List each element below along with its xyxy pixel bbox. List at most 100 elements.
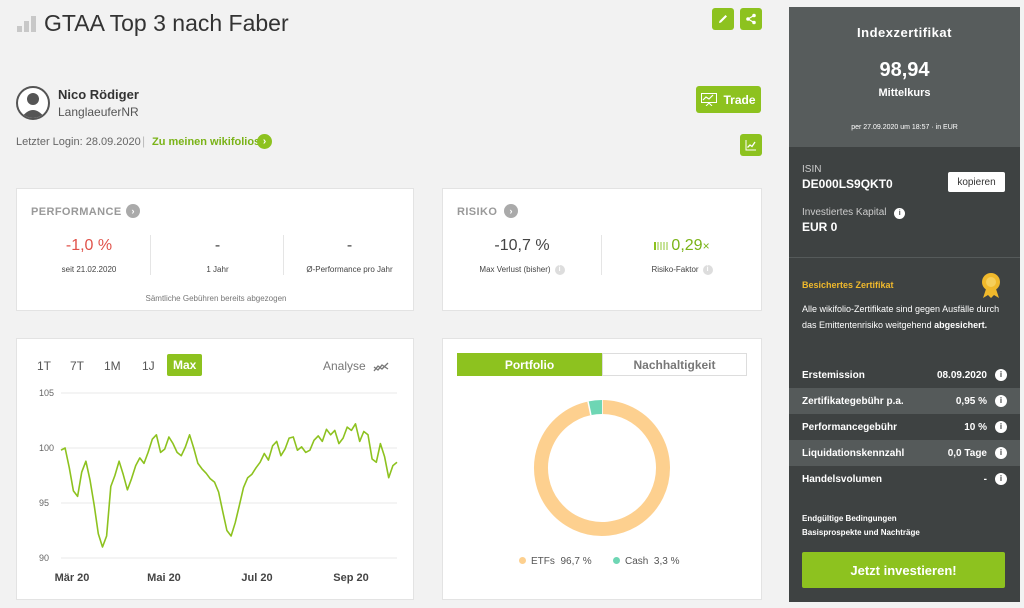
range-tab-1t[interactable]: 1T: [37, 359, 52, 373]
performance-label: Ø-Performance pro Jahr: [306, 265, 393, 274]
price-value: 98,94: [879, 59, 930, 81]
tab-portfolio[interactable]: Portfolio: [457, 353, 602, 376]
page-title: GTAA Top 3 nach Faber: [44, 10, 289, 36]
copy-button[interactable]: kopieren: [948, 172, 1005, 192]
user-name[interactable]: Nico Rödiger: [58, 87, 139, 102]
x-tick-label: Jul 20: [241, 572, 272, 584]
divider: [150, 235, 151, 275]
info-icon[interactable]: i: [995, 369, 1007, 381]
legend-dot: [613, 557, 620, 564]
user-handle: LanglaeuferNR: [58, 105, 139, 119]
fees-note: Sämtliche Gebühren bereits abgezogen: [145, 294, 287, 303]
analyse-button[interactable]: Analyse: [323, 359, 389, 373]
range-tab-1m[interactable]: 1M: [104, 359, 121, 373]
x-tick-label: Sep 20: [333, 572, 368, 584]
y-tick-label: 100: [39, 443, 54, 453]
risk-factor-value: 0,29: [671, 237, 703, 254]
performance-line-chart[interactable]: 105 100 95 90 Mär 20 Mai 20 Jul 20 Sep 20: [17, 379, 415, 601]
chart-card: 1T 7T 1M 1J Max Analyse 105 100 95 90 Mär 20…: [16, 338, 414, 600]
row-label: Liquidationskennzahl: [802, 447, 905, 459]
capital-label: Investiertes Kapital: [802, 207, 887, 218]
performance-title: PERFORMANCE: [31, 206, 122, 218]
y-tick-label: 95: [39, 498, 49, 508]
row-value: -: [983, 473, 987, 485]
row-liquidationskennzahl: Liquidationskennzahl 0,0 Tage i: [789, 440, 1020, 466]
user-icon: [21, 93, 45, 118]
share-icon: [746, 13, 756, 25]
avatar[interactable]: [16, 86, 50, 120]
secured-title: Besichertes Zertifikat: [802, 280, 894, 290]
award-seal-icon: [982, 273, 1000, 298]
trade-chart-icon: [701, 93, 718, 106]
legend-cash: Cash 3,3 %: [613, 556, 680, 567]
slice-separator: [587, 401, 592, 416]
row-handelsvolumen: Handelsvolumen - i: [789, 466, 1020, 492]
max-loss-value: -10,7 %: [494, 237, 550, 254]
info-icon[interactable]: i: [894, 208, 906, 219]
performance-card: PERFORMANCE › -1,0 % seit 21.02.2020 - 1…: [16, 188, 414, 311]
risk-card: RISIKO › -10,7 % Max Verlust (bisher) i 0…: [442, 188, 762, 311]
info-icon[interactable]: i: [995, 447, 1007, 459]
row-erstemission: Erstemission 08.09.2020 i: [789, 362, 1020, 388]
edit-button[interactable]: [712, 8, 734, 30]
portfolio-donut-chart[interactable]: [529, 395, 675, 541]
y-tick-label: 105: [39, 388, 54, 398]
terms-link[interactable]: Endgültige Bedingungen: [802, 514, 897, 523]
tab-sustainability[interactable]: Nachhaltigkeit: [602, 353, 747, 376]
range-tab-1j[interactable]: 1J: [142, 359, 155, 373]
arrow-right-icon[interactable]: ›: [257, 134, 272, 149]
range-tab-7t[interactable]: 7T: [70, 359, 85, 373]
arrow-right-icon[interactable]: ›: [504, 204, 518, 218]
row-label: Erstemission: [802, 369, 865, 381]
info-icon[interactable]: i: [995, 395, 1007, 407]
divider: [601, 235, 602, 275]
prospectus-link[interactable]: Basisprospekte und Nachträge: [802, 528, 920, 537]
info-icon[interactable]: i: [554, 265, 565, 275]
invest-now-button[interactable]: Jetzt investieren!: [802, 552, 1005, 588]
analyse-label: Analyse: [323, 359, 366, 373]
performance-value: -: [346, 237, 353, 254]
chart-bars-icon: [17, 14, 37, 32]
legend-dot: [519, 557, 526, 564]
legend-label: ETFs: [531, 556, 555, 567]
performance-label: seit 21.02.2020: [61, 265, 117, 274]
isin-value: DE000LS9QKT0: [802, 177, 893, 191]
row-value: 0,0 Tage: [947, 447, 987, 459]
risk-title: RISIKO: [457, 206, 498, 218]
info-icon[interactable]: i: [702, 265, 713, 275]
info-icon[interactable]: i: [995, 421, 1007, 433]
range-tab-max[interactable]: Max: [167, 354, 203, 376]
price-label: Mittelkurs: [878, 87, 931, 99]
performance-label: 1 Jahr: [206, 265, 229, 274]
row-zertifikategebuehr: Zertifikategebühr p.a. 0,95 % i: [789, 388, 1020, 414]
chart-view-button[interactable]: [740, 134, 762, 156]
share-button[interactable]: [740, 8, 762, 30]
line-chart-icon: [745, 140, 756, 151]
row-value: 0,95 %: [955, 395, 987, 407]
risk-factor-suffix: ×: [702, 239, 710, 253]
donut-slice-cash[interactable]: [588, 400, 603, 416]
performance-1-year: - 1 Jahr: [151, 237, 284, 274]
performance-value: -: [214, 237, 221, 254]
max-loss-label: Max Verlust (bisher): [479, 265, 551, 275]
capital-value: EUR 0: [802, 220, 838, 234]
x-tick-label: Mai 20: [147, 572, 181, 584]
series-line: [60, 422, 398, 548]
performance-value: -1,0 %: [65, 237, 113, 254]
legend-value: 96,7 %: [560, 556, 592, 567]
row-value: 08.09.2020: [936, 369, 987, 381]
legend-label: Cash: [625, 556, 649, 567]
wikifolios-link[interactable]: Zu meinen wikifolios: [152, 136, 261, 148]
last-login: Letzter Login: 28.09.2020: [16, 136, 141, 148]
trade-button[interactable]: Trade: [696, 86, 761, 113]
risk-factor: 0,29× Risiko-Faktor i: [602, 237, 762, 275]
pencil-icon: [719, 15, 727, 23]
performance-per-year: - Ø-Performance pro Jahr: [284, 237, 415, 274]
legend-value: 3,3 %: [653, 556, 680, 567]
arrow-right-icon[interactable]: ›: [126, 204, 140, 218]
donut-slice-etfs[interactable]: [534, 400, 670, 536]
analyse-icon: [373, 362, 389, 372]
risk-meter-icon: [654, 241, 669, 250]
info-icon[interactable]: i: [995, 473, 1007, 485]
row-label: Zertifikategebühr p.a.: [802, 395, 904, 407]
